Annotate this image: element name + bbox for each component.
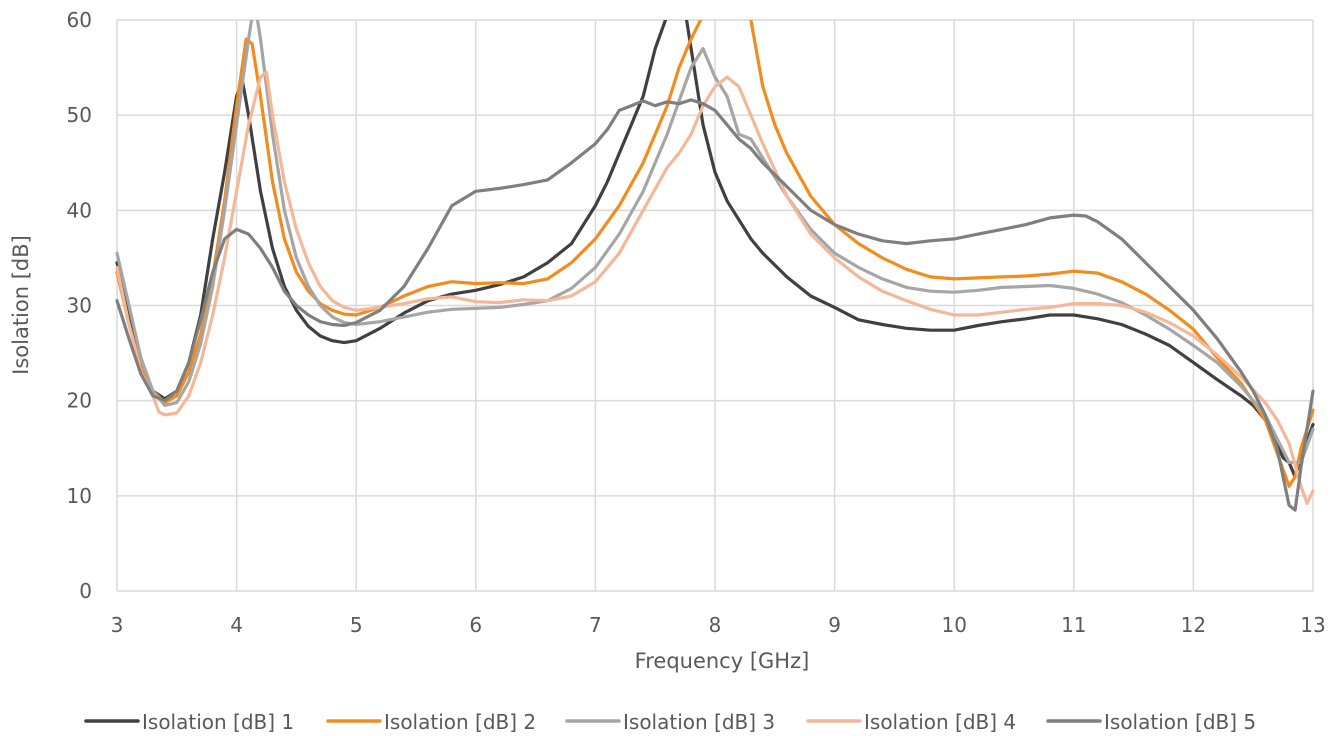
y-tick-label: 0 — [79, 579, 92, 603]
legend: Isolation [dB] 1 Isolation [dB] 2 Isolatio… — [84, 710, 1256, 734]
series-line-4 — [115, 70, 1315, 505]
y-tick-label: 50 — [67, 103, 92, 127]
x-tick-label: 6 — [469, 613, 482, 637]
y-tick-label: 20 — [67, 389, 92, 413]
y-tick-label: 60 — [67, 8, 92, 32]
y-tick-label: 40 — [67, 198, 92, 222]
x-tick-label: 12 — [1181, 613, 1206, 637]
x-tick-label: 8 — [709, 613, 722, 637]
x-tick-label: 7 — [589, 613, 602, 637]
series-line-1 — [115, 20, 1315, 479]
x-tick-label: 5 — [350, 613, 363, 637]
y-tick-label: 30 — [67, 294, 92, 318]
legend-label: Isolation [dB] 1 — [142, 710, 294, 734]
grid — [116, 19, 1314, 592]
x-tick-label: 10 — [941, 613, 966, 637]
legend-item-1: Isolation [dB] 1 — [84, 710, 294, 734]
legend-label: Isolation [dB] 3 — [623, 710, 775, 734]
legend-item-2: Isolation [dB] 2 — [326, 710, 536, 734]
axes: 3 4 5 6 7 8 9 10 11 12 13 0 10 20 30 40 50 60 — [67, 8, 1326, 637]
x-axis-title: Frequency [GHz] — [635, 649, 810, 673]
series-line-5 — [115, 98, 1315, 512]
y-axis-title: Isolation [dB] — [9, 235, 33, 375]
legend-label: Isolation [dB] 2 — [384, 710, 536, 734]
series-line-3 — [115, 20, 1315, 465]
legend-label: Isolation [dB] 5 — [1104, 710, 1256, 734]
x-tick-label: 9 — [828, 613, 841, 637]
legend-item-4: Isolation [dB] 4 — [806, 710, 1016, 734]
x-tick-label: 11 — [1061, 613, 1086, 637]
x-tick-label: 3 — [111, 613, 124, 637]
legend-item-5: Isolation [dB] 5 — [1046, 710, 1256, 734]
series-lines — [115, 20, 1315, 512]
legend-label: Isolation [dB] 4 — [864, 710, 1016, 734]
x-tick-label: 4 — [230, 613, 243, 637]
x-tick-label: 13 — [1300, 613, 1325, 637]
y-tick-label: 10 — [67, 484, 92, 508]
legend-item-3: Isolation [dB] 3 — [565, 710, 775, 734]
